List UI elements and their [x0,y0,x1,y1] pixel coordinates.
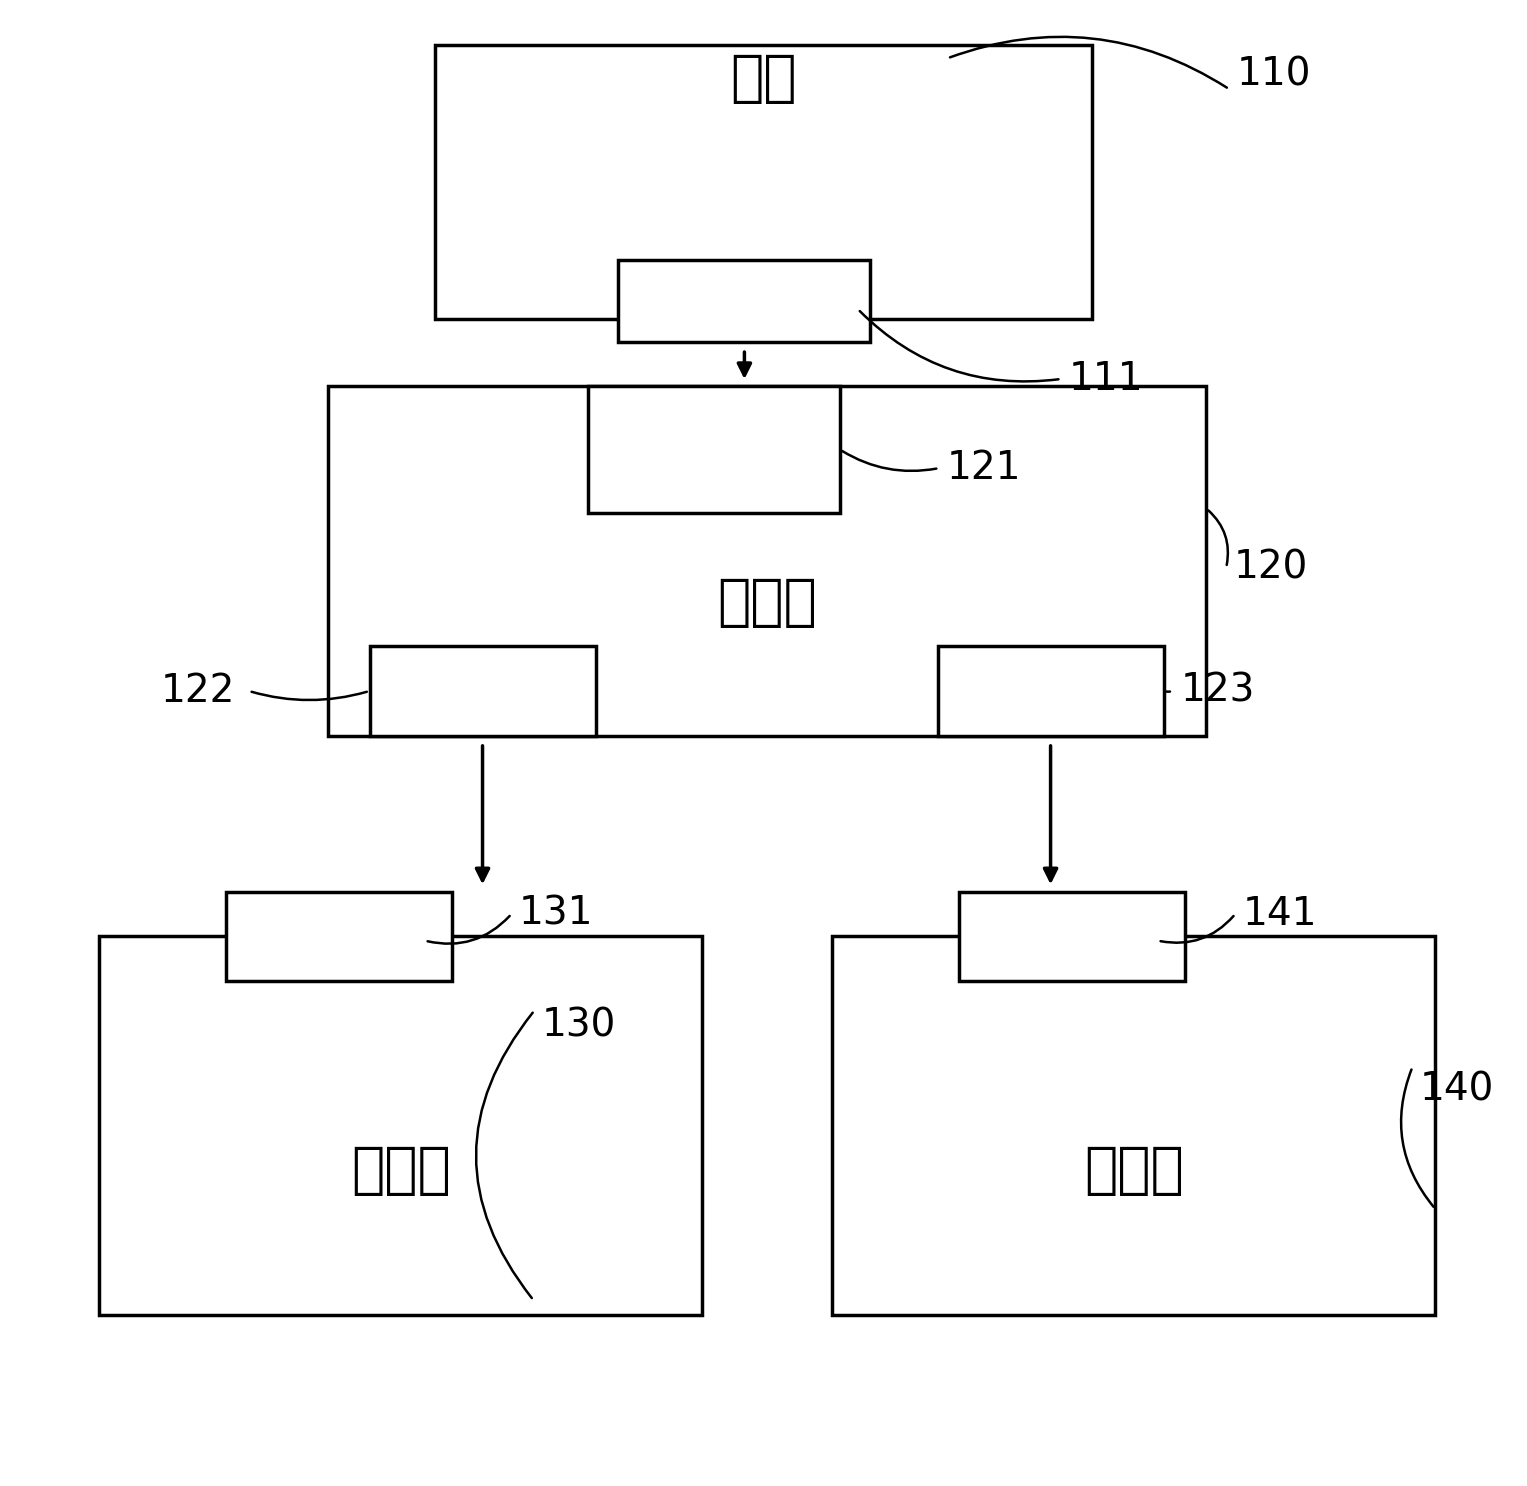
Text: 110: 110 [1237,55,1312,94]
Bar [618,260,870,342]
Bar [370,646,596,736]
Bar [832,936,1435,1315]
Bar [99,936,702,1315]
Bar [938,646,1164,736]
Text: 131: 131 [519,895,594,933]
Bar [328,386,1206,736]
Text: 121: 121 [947,449,1022,487]
Text: 141: 141 [1243,895,1318,933]
Text: 120: 120 [1234,548,1309,587]
Text: 123: 123 [1180,672,1255,710]
Bar [435,45,1092,319]
Text: 扫描器: 扫描器 [1084,1144,1183,1198]
Text: 印表机: 印表机 [351,1144,450,1198]
Text: 111: 111 [1069,360,1144,398]
Text: 主机: 主机 [730,52,797,106]
Bar [226,892,452,981]
Text: 130: 130 [542,1006,617,1045]
Bar [959,892,1185,981]
Bar [588,386,840,513]
Text: 集线器: 集线器 [718,577,817,630]
Text: 140: 140 [1420,1070,1495,1109]
Text: 122: 122 [160,672,235,710]
